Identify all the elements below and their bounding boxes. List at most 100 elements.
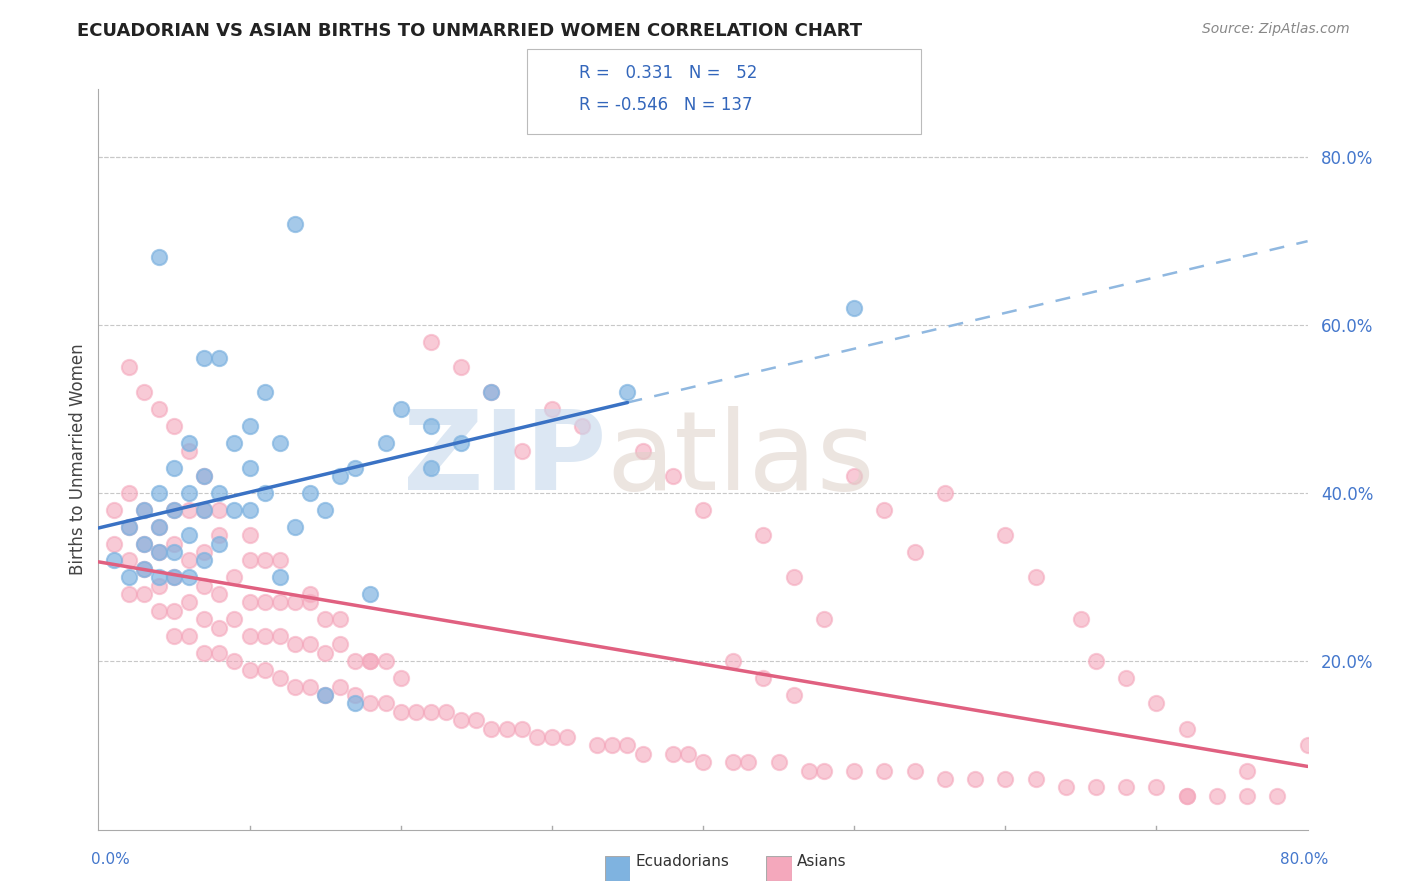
Point	[253, 553, 276, 567]
Point	[571, 418, 593, 433]
Point	[118, 587, 141, 601]
Point	[1115, 780, 1137, 795]
Point	[253, 486, 276, 500]
Point	[208, 646, 231, 660]
Point	[692, 756, 714, 770]
Point	[873, 764, 896, 778]
Point	[1296, 739, 1319, 753]
Point	[193, 469, 215, 483]
Point	[299, 595, 322, 609]
Point	[692, 503, 714, 517]
Point	[118, 359, 141, 374]
Point	[148, 519, 170, 533]
Point	[360, 654, 382, 668]
Text: atlas: atlas	[606, 406, 875, 513]
Point	[118, 570, 141, 584]
Y-axis label: Births to Unmarried Women: Births to Unmarried Women	[69, 343, 87, 575]
Point	[616, 385, 638, 400]
Point	[420, 705, 443, 719]
Point	[360, 697, 382, 711]
Point	[844, 764, 866, 778]
Point	[132, 385, 155, 400]
Point	[148, 604, 170, 618]
Point	[132, 562, 155, 576]
Point	[163, 536, 186, 550]
Point	[224, 612, 246, 626]
Point	[374, 435, 396, 450]
Point	[269, 435, 291, 450]
Point	[118, 486, 141, 500]
Point	[148, 401, 170, 416]
Point	[179, 570, 201, 584]
Point	[208, 503, 231, 517]
Point	[314, 612, 336, 626]
Point	[389, 705, 412, 719]
Point	[148, 545, 170, 559]
Point	[269, 570, 291, 584]
Point	[465, 713, 488, 727]
Point	[132, 587, 155, 601]
Point	[163, 570, 186, 584]
Point	[208, 486, 231, 500]
Point	[586, 739, 609, 753]
Text: R = -0.546   N = 137: R = -0.546 N = 137	[579, 96, 752, 114]
Point	[239, 629, 262, 643]
Point	[1085, 780, 1108, 795]
Text: Ecuadorians: Ecuadorians	[636, 855, 730, 869]
Point	[253, 663, 276, 677]
Point	[661, 747, 683, 761]
Point	[193, 646, 215, 660]
Point	[193, 351, 215, 366]
Point	[193, 553, 215, 567]
Point	[118, 519, 141, 533]
Point	[994, 528, 1017, 542]
Point	[208, 536, 231, 550]
Point	[132, 536, 155, 550]
Point	[179, 595, 201, 609]
Point	[208, 351, 231, 366]
Point	[193, 503, 215, 517]
Point	[934, 772, 956, 786]
Point	[481, 722, 503, 736]
Point	[723, 756, 745, 770]
Point	[510, 722, 533, 736]
Point	[783, 688, 806, 702]
Point	[616, 739, 638, 753]
Point	[163, 418, 186, 433]
Point	[965, 772, 987, 786]
Point	[148, 486, 170, 500]
Point	[813, 764, 835, 778]
Point	[163, 570, 186, 584]
Point	[1144, 780, 1167, 795]
Point	[1054, 780, 1077, 795]
Point	[224, 654, 246, 668]
Point	[193, 469, 215, 483]
Point	[299, 680, 322, 694]
Point	[163, 545, 186, 559]
Point	[602, 739, 624, 753]
Point	[661, 469, 683, 483]
Point	[299, 486, 322, 500]
Text: R =   0.331   N =   52: R = 0.331 N = 52	[579, 64, 758, 82]
Point	[329, 469, 352, 483]
Point	[239, 503, 262, 517]
Point	[420, 334, 443, 349]
Point	[163, 503, 186, 517]
Point	[495, 722, 517, 736]
Point	[284, 680, 307, 694]
Point	[1175, 789, 1198, 803]
Point	[284, 519, 307, 533]
Point	[314, 688, 336, 702]
Point	[374, 697, 396, 711]
Point	[269, 595, 291, 609]
Point	[994, 772, 1017, 786]
Point	[269, 629, 291, 643]
Point	[797, 764, 820, 778]
Point	[148, 519, 170, 533]
Point	[1236, 789, 1258, 803]
Point	[179, 435, 201, 450]
Text: ZIP: ZIP	[404, 406, 606, 513]
Point	[179, 444, 201, 458]
Point	[1024, 570, 1046, 584]
Point	[269, 553, 291, 567]
